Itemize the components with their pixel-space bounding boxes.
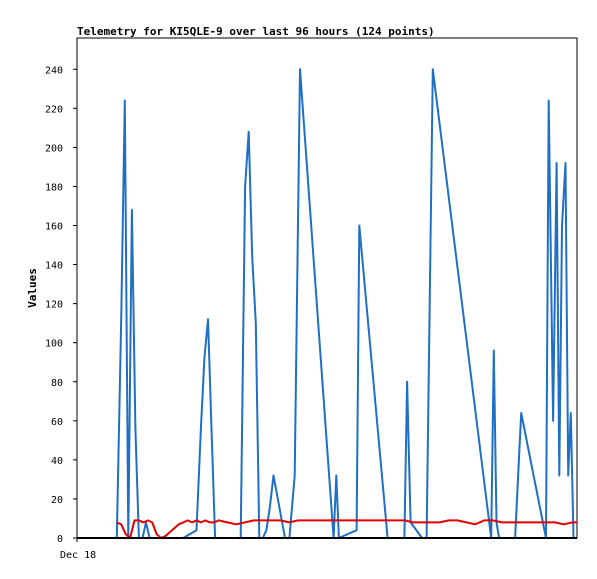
y-tick-label: 160 xyxy=(45,222,63,233)
y-tick-label: 120 xyxy=(45,300,63,311)
y-tick-label: 80 xyxy=(51,378,63,389)
y-axis: 0 20 40 60 80 100 120 140 160 180 200 220 240 xyxy=(45,65,78,545)
y-tick-label: 20 xyxy=(51,495,63,506)
chart-title: Telemetry for KI5QLE-9 over last 96 hour… xyxy=(77,25,435,38)
y-tick-label: 240 xyxy=(45,65,63,76)
y-tick-label: 60 xyxy=(51,417,63,428)
y-tick-label: 200 xyxy=(45,143,63,154)
y-tick-label: 220 xyxy=(45,104,63,115)
y-tick-label: 180 xyxy=(45,182,63,193)
y-tick-label: 40 xyxy=(51,456,63,467)
x-tick-label: Dec 18 xyxy=(60,550,96,561)
series-layer xyxy=(77,68,577,539)
series-line-1 xyxy=(116,519,577,539)
y-tick-label: 140 xyxy=(45,261,63,272)
plot-frame xyxy=(76,37,578,539)
y-tick-label: 0 xyxy=(57,534,63,545)
y-axis-label: Values xyxy=(26,268,39,308)
y-tick-label: 100 xyxy=(45,339,63,350)
